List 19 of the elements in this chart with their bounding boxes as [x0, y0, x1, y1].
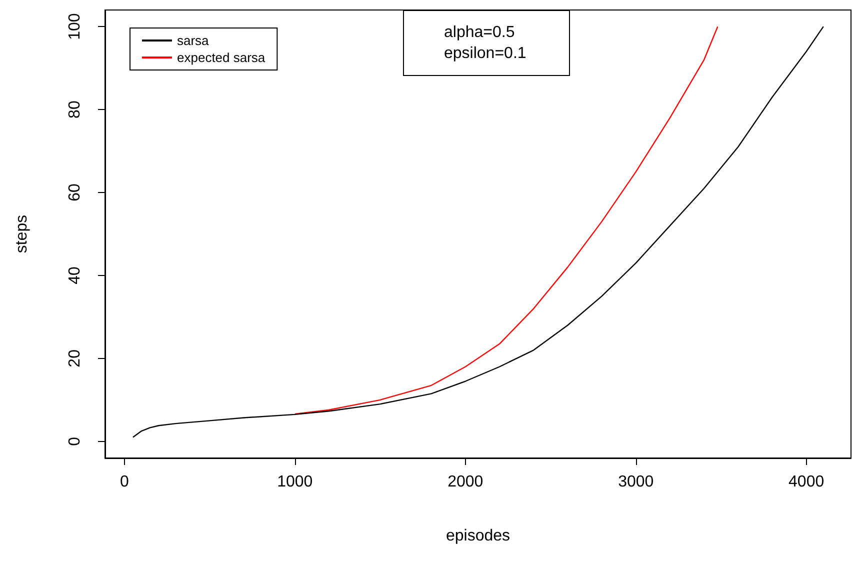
- y-tick-label: 60: [66, 184, 84, 202]
- x-tick-label: 2000: [448, 474, 484, 490]
- annotation: epsilon=0.1: [444, 44, 526, 64]
- x-tick-label: 4000: [788, 474, 824, 490]
- y-tick-label: 0: [66, 436, 84, 446]
- y-tick-label: 40: [66, 266, 84, 284]
- line-series: [294, 26, 718, 415]
- x-axis-title: episodes: [446, 528, 510, 544]
- legend-label: sarsa: [177, 33, 210, 48]
- x-tick-label: 3000: [618, 474, 654, 490]
- legend-label: expected sarsa: [177, 50, 266, 65]
- y-tick-label: 20: [66, 349, 84, 368]
- x-tick-label: 0: [120, 474, 129, 490]
- y-tick-label: 80: [66, 100, 84, 118]
- line-series: [132, 26, 824, 438]
- x-tick-label: 1000: [277, 474, 313, 490]
- annotation: alpha=0.5: [444, 23, 516, 43]
- y-tick-label: 100: [66, 13, 84, 40]
- y-axis-title: steps: [14, 214, 30, 254]
